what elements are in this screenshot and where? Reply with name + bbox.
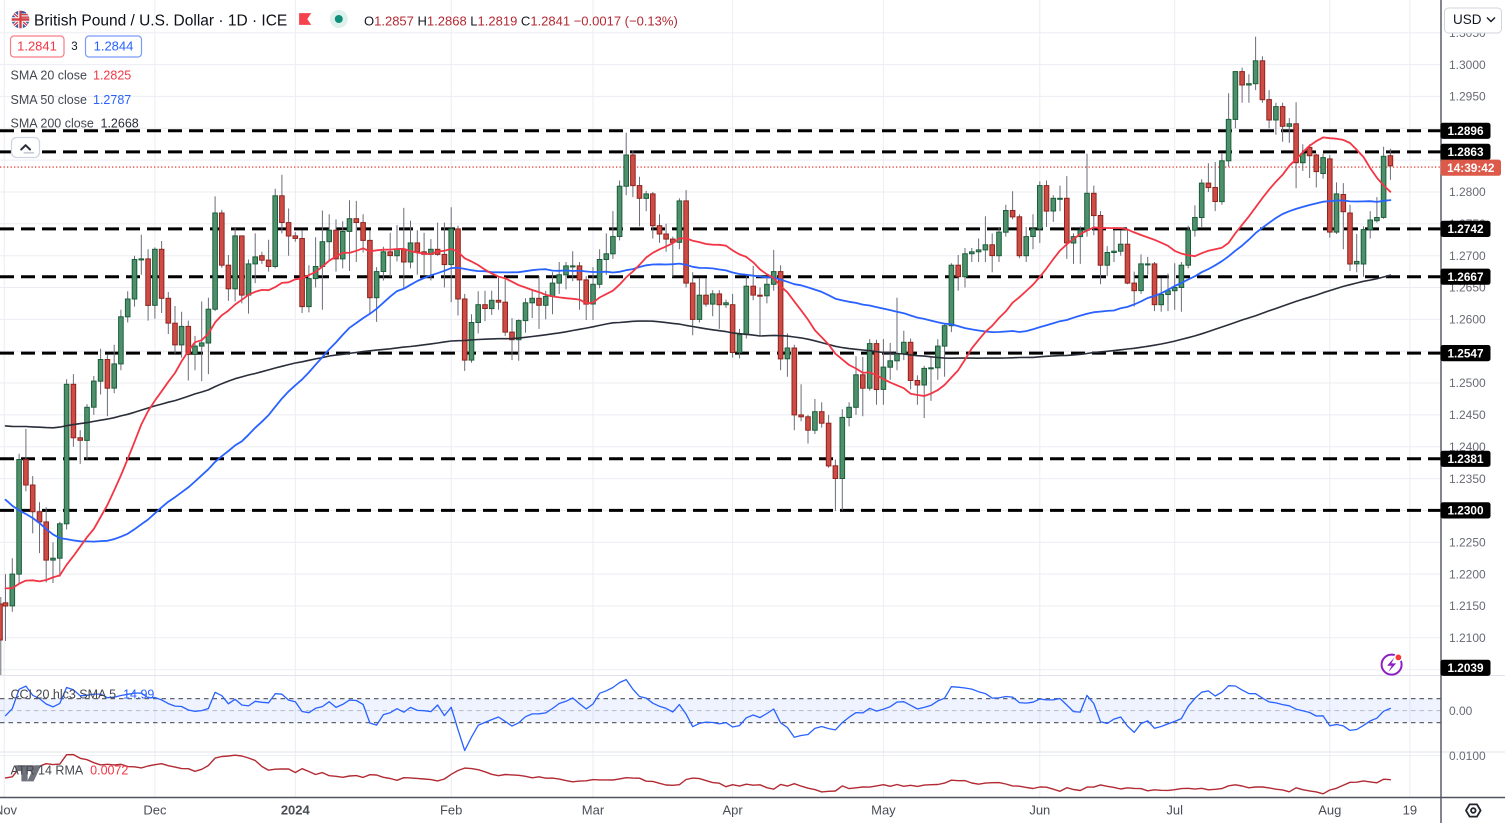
- svg-text:SMA 50 close: SMA 50 close: [11, 93, 87, 107]
- svg-text:1.2800: 1.2800: [1449, 185, 1486, 199]
- svg-text:Apr: Apr: [722, 803, 743, 818]
- svg-text:Mar: Mar: [582, 803, 605, 818]
- svg-text:Feb: Feb: [440, 803, 462, 818]
- svg-text:1.2150: 1.2150: [1449, 599, 1486, 613]
- svg-text:1.2039: 1.2039: [1447, 661, 1484, 675]
- svg-text:May: May: [871, 803, 896, 818]
- svg-text:Jul: Jul: [1166, 803, 1183, 818]
- svg-text:1.2950: 1.2950: [1449, 90, 1486, 104]
- svg-text:1.2825: 1.2825: [93, 69, 131, 83]
- svg-text:2024: 2024: [281, 803, 311, 818]
- svg-text:1.2844: 1.2844: [94, 39, 134, 54]
- svg-text:Aug: Aug: [1318, 803, 1341, 818]
- svg-text:0.0100: 0.0100: [1449, 749, 1486, 763]
- svg-text:1.2300: 1.2300: [1447, 504, 1484, 518]
- svg-text:14:39:42: 14:39:42: [1447, 161, 1495, 175]
- svg-text:1.2400: 1.2400: [1449, 440, 1486, 454]
- svg-text:British Pound / U.S. Dollar ·: British Pound / U.S. Dollar · 1D · ICE: [34, 13, 287, 30]
- svg-text:SMA 20 close: SMA 20 close: [11, 69, 87, 83]
- svg-text:1.2667: 1.2667: [1447, 270, 1484, 284]
- svg-text:1.2381: 1.2381: [1447, 452, 1484, 466]
- svg-text:SMA 200 close: SMA 200 close: [11, 117, 94, 131]
- svg-text:Jun: Jun: [1029, 803, 1050, 818]
- svg-text:USD: USD: [1453, 12, 1482, 27]
- svg-text:Dec: Dec: [143, 803, 167, 818]
- svg-text:1.2100: 1.2100: [1449, 631, 1486, 645]
- svg-text:1.2841: 1.2841: [17, 39, 57, 54]
- svg-text:1.2700: 1.2700: [1449, 249, 1486, 263]
- svg-text:1.2200: 1.2200: [1449, 567, 1486, 581]
- svg-text:19: 19: [1403, 803, 1417, 818]
- svg-text:CCI 20 hlc3 SMA 5 14.99: CCI 20 hlc3 SMA 5 14.99: [11, 688, 155, 702]
- svg-text:1.2450: 1.2450: [1449, 408, 1486, 422]
- svg-text:3: 3: [71, 41, 77, 53]
- svg-text:O1.2857 H1.2868 L1.2819 C1.284: O1.2857 H1.2868 L1.2819 C1.2841 −0.0017 …: [364, 14, 678, 29]
- svg-text:1.2863: 1.2863: [1447, 145, 1484, 159]
- svg-text:Nov: Nov: [0, 803, 18, 818]
- svg-text:0.00: 0.00: [1449, 704, 1473, 718]
- svg-text:1.2350: 1.2350: [1449, 472, 1486, 486]
- svg-text:1.2896: 1.2896: [1447, 124, 1484, 138]
- svg-text:1.2600: 1.2600: [1449, 313, 1486, 327]
- svg-text:1.2250: 1.2250: [1449, 536, 1486, 550]
- svg-text:1.2787: 1.2787: [93, 93, 131, 107]
- svg-text:1.2500: 1.2500: [1449, 376, 1486, 390]
- svg-text:1.2668: 1.2668: [101, 117, 139, 131]
- svg-text:ATR 14 RMA 0.0072: ATR 14 RMA 0.0072: [11, 764, 129, 778]
- svg-text:1.3000: 1.3000: [1449, 58, 1486, 72]
- svg-text:1.2742: 1.2742: [1447, 222, 1484, 236]
- svg-text:1.2547: 1.2547: [1447, 346, 1484, 360]
